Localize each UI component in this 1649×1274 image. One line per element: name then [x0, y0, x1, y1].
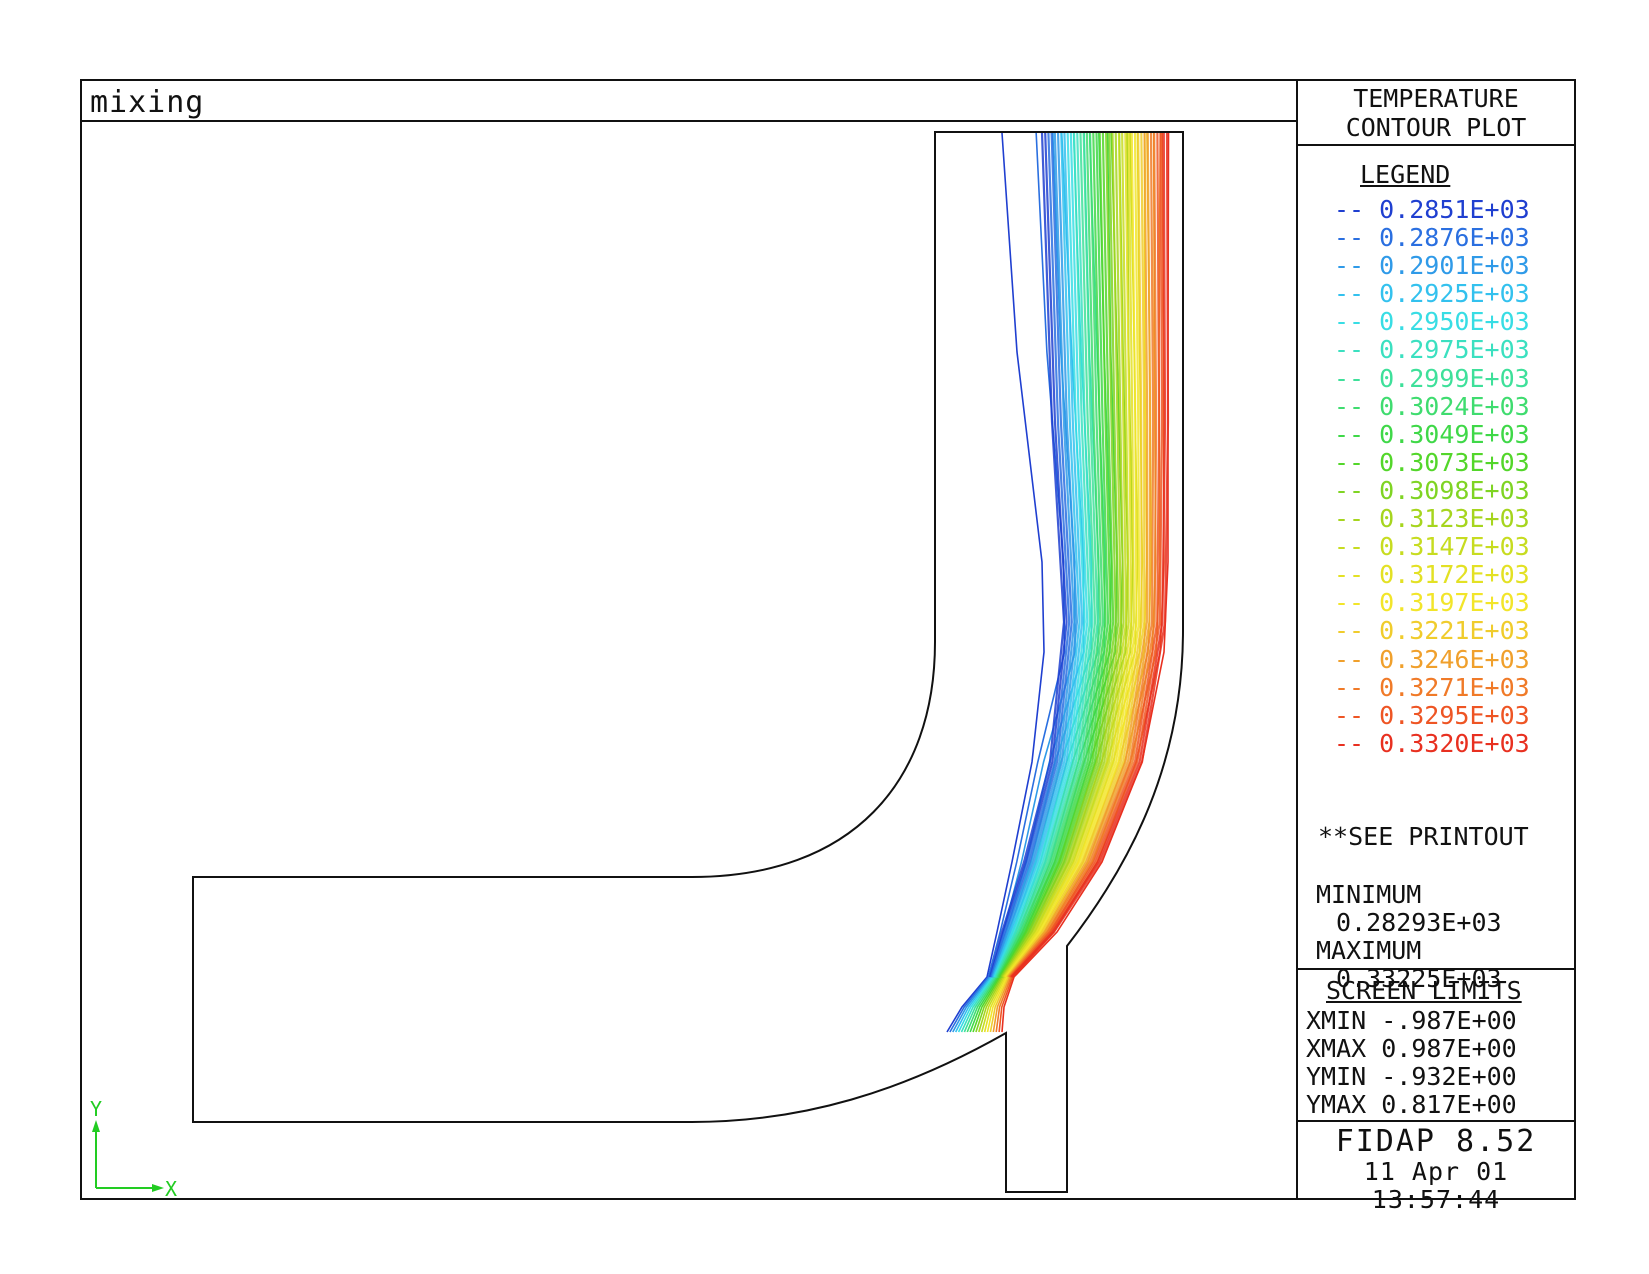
software-version: FIDAP 8.52	[1335, 1124, 1537, 1159]
legend-item: -- 0.2975E+03	[1334, 335, 1530, 365]
legend-item: -- 0.3271E+03	[1334, 672, 1530, 702]
screen-limit-ymin: YMIN -.932E+00	[1306, 1062, 1517, 1091]
legend-item: -- 0.3246E+03	[1334, 644, 1530, 674]
screen-limits-list: XMIN -.987E+00 XMAX 0.987E+00 YMIN -.932…	[1306, 1007, 1517, 1119]
contour-fill-line	[1001, 132, 1123, 978]
screen-limit-ymax: YMAX 0.817E+00	[1306, 1090, 1517, 1119]
contour-fill-line	[996, 132, 1102, 978]
axis-y-label: Y	[90, 1097, 102, 1121]
contour-fill-line	[1002, 132, 1125, 978]
legend-item: -- 0.2876E+03	[1334, 223, 1530, 253]
legend-item: -- 0.3172E+03	[1334, 560, 1530, 590]
legend-item: -- 0.3049E+03	[1334, 419, 1530, 449]
contour-fill-line	[990, 132, 1071, 978]
contour-fill-line	[999, 132, 1115, 978]
minimum-value: 0.28293E+03	[1336, 908, 1502, 937]
contour-fill-line	[998, 132, 1107, 978]
contour-fill-line	[995, 132, 1094, 978]
heading-line: TEMPERATURE	[1353, 84, 1519, 113]
screen-limit-xmin: XMIN -.987E+00	[1306, 1006, 1517, 1035]
title-bar: mixing	[82, 81, 1296, 122]
axis-triad: Y X	[90, 1097, 177, 1198]
run-date: 11 Apr 01	[1363, 1157, 1509, 1186]
legend-item: -- 0.3320E+03	[1334, 728, 1530, 758]
contour-fill-line	[993, 132, 1086, 978]
info-panel: TEMPERATURE CONTOUR PLOT LEGEND -- 0.285…	[1298, 81, 1574, 1214]
contour-fill-line	[998, 132, 1110, 978]
heading-line: CONTOUR PLOT	[1345, 113, 1527, 142]
contour-fill-line	[992, 132, 1084, 978]
contour-fill-line	[996, 132, 1099, 978]
legend-item: -- 0.3147E+03	[1334, 532, 1530, 562]
contour-fill-line	[1000, 132, 1120, 978]
contour-fill-line	[997, 132, 1104, 978]
contour-fill-line	[992, 132, 1081, 978]
contour-plot: Y X	[90, 131, 1184, 1198]
contour-fill-line	[994, 132, 1089, 978]
contour-line	[946, 132, 1045, 1033]
screen-limit-xmax: XMAX 0.987E+00	[1306, 1034, 1517, 1063]
contour-fill-line	[990, 132, 1073, 978]
contour-fill-line	[995, 132, 1097, 978]
contour-fill-line	[999, 132, 1112, 978]
contour-fill-line	[994, 132, 1092, 978]
plot-title: mixing	[90, 85, 205, 120]
contour-fill-line	[989, 132, 1068, 978]
contour-fill-line	[991, 132, 1079, 978]
legend-item: -- 0.2851E+03	[1334, 195, 1530, 224]
axis-x-label: X	[165, 1177, 177, 1198]
run-time: 13:57:44	[1371, 1185, 1501, 1214]
mixing-geometry-outline	[192, 131, 1184, 1193]
legend-heading: LEGEND	[1360, 160, 1451, 189]
legend-item: -- 0.3024E+03	[1334, 391, 1530, 421]
temperature-contour-lines	[946, 132, 1170, 1033]
legend-item: -- 0.3197E+03	[1334, 588, 1530, 618]
contour-fill-line	[988, 132, 1066, 978]
legend-item: -- 0.3073E+03	[1334, 447, 1530, 477]
legend-item: -- 0.3221E+03	[1334, 616, 1530, 646]
screen-limits-heading: SCREEN LIMITS	[1326, 976, 1522, 1005]
legend-item: -- 0.2925E+03	[1334, 279, 1530, 309]
legend-item: -- 0.2950E+03	[1334, 307, 1530, 337]
plot-frame: Y X mixing TEMPERATURE CONTOUR PLOT LEGE…	[80, 79, 1576, 1214]
screen-limits-panel: SCREEN LIMITS XMIN -.987E+00 XMAX 0.987E…	[1298, 970, 1574, 1122]
legend-list: -- 0.2851E+03 -- 0.2876E+03 -- 0.2901E+03-…	[1334, 195, 1530, 758]
legend-item: -- 0.3295E+03	[1334, 700, 1530, 730]
see-printout-note: **SEE PRINTOUT	[1318, 822, 1529, 851]
legend-item: -- 0.3123E+03	[1334, 504, 1530, 534]
legend-item: -- 0.2999E+03	[1334, 363, 1530, 393]
maximum-label: MAXIMUM	[1316, 936, 1422, 965]
contour-fill-line	[1000, 132, 1117, 978]
contour-line	[949, 132, 1066, 1033]
min-max-values: MINIMUM 0.28293E+03 MAXIMUM 0.33225E+03	[1316, 881, 1502, 993]
contour-fill-line	[1011, 132, 1170, 978]
version-panel: FIDAP 8.52 11 Apr 01 13:57:44	[1298, 1122, 1574, 1214]
contour-fill-line	[991, 132, 1076, 978]
maximum-value: 0.33225E+03	[1336, 964, 1502, 993]
plot-area: Y X mixing	[82, 81, 1298, 1198]
legend-item: -- 0.3098E+03	[1334, 475, 1530, 505]
legend-item: -- 0.2901E+03	[1334, 251, 1530, 281]
legend-panel: LEGEND -- 0.2851E+03 -- 0.2876E+03 -- 0.29…	[1298, 146, 1574, 993]
minimum-label: MINIMUM	[1316, 880, 1422, 909]
plot-type-heading: TEMPERATURE CONTOUR PLOT	[1298, 81, 1574, 146]
